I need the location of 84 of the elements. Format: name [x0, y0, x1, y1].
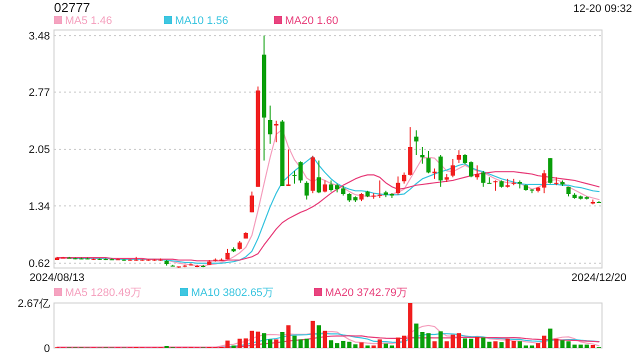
candlestick [268, 105, 272, 144]
candlestick [396, 176, 400, 196]
legend-label: MA10 3802.65万 [191, 287, 274, 299]
y-tick-label: 3.48 [28, 30, 50, 42]
candlestick [298, 160, 303, 184]
bar [524, 345, 528, 348]
bar [493, 341, 498, 348]
candlestick [322, 180, 328, 193]
candlestick [328, 180, 334, 192]
bar [274, 339, 278, 348]
bar [554, 338, 558, 348]
line-series [56, 335, 600, 348]
bar [548, 328, 552, 348]
bar [256, 332, 260, 348]
bar [456, 333, 462, 348]
bar [462, 338, 468, 348]
bar [499, 342, 504, 348]
bar [316, 325, 321, 348]
candlestick [438, 154, 443, 188]
candlestick [250, 191, 254, 213]
candlestick [542, 170, 546, 194]
x-tick-label: 2024/08/13 [30, 272, 85, 284]
y-tick-label: 1.34 [28, 200, 50, 213]
bar [310, 320, 315, 348]
bar [590, 344, 595, 348]
y-tick-label: 2.77 [28, 86, 50, 99]
candlestick [304, 180, 309, 200]
bar [304, 338, 309, 348]
candlestick [493, 180, 498, 192]
candlestick [420, 146, 425, 164]
candlestick [450, 158, 455, 178]
bar [298, 339, 303, 348]
y-tick-label: 2.05 [28, 144, 50, 156]
candlestick [292, 170, 297, 184]
candlestick [462, 154, 468, 166]
bar [268, 339, 272, 348]
bar [384, 344, 388, 348]
bar [280, 332, 284, 348]
bar [468, 338, 474, 348]
candlestick [468, 160, 474, 178]
candlestick [481, 170, 486, 188]
bar [322, 330, 328, 348]
legend-label: MA10 1.56 [175, 15, 228, 27]
bar [560, 340, 565, 348]
y-tick-label: 0.62 [28, 258, 50, 270]
y-tick-label: 0 [44, 342, 50, 355]
bar [572, 344, 577, 348]
candlestick [426, 150, 431, 174]
bar [286, 325, 291, 348]
candlestick [475, 164, 480, 180]
legend-label: MA5 1.46 [65, 15, 112, 27]
bar [566, 341, 571, 348]
bar [250, 330, 254, 348]
bar [542, 336, 546, 348]
candlestick [274, 120, 278, 143]
candlestick [432, 168, 437, 180]
bar [536, 343, 540, 348]
bar [402, 336, 406, 348]
legend-label: MA20 3742.79万 [325, 287, 408, 299]
bar [475, 336, 480, 348]
chart-title: 02777 [54, 0, 90, 15]
candlestick [316, 160, 321, 194]
candlestick [414, 130, 418, 156]
bar [396, 338, 400, 348]
bar [262, 333, 266, 348]
text: 12-20 09:32 [573, 3, 632, 15]
bar [225, 340, 230, 348]
bar [530, 345, 534, 348]
bar [432, 341, 437, 348]
y-tick-label: 2.67亿 [18, 298, 50, 310]
bar [390, 345, 394, 348]
line-series [56, 171, 600, 262]
bar [328, 340, 334, 348]
bar [438, 331, 443, 348]
legend-label: MA5 1280.49万 [65, 287, 142, 299]
bar [518, 341, 522, 348]
bar [231, 345, 236, 348]
x-tick-label: 2024/12/20 [571, 272, 626, 284]
bar [426, 333, 431, 348]
bar [408, 303, 412, 348]
bar [365, 345, 370, 348]
bar [292, 336, 297, 348]
legend-label: MA20 1.60 [285, 15, 338, 27]
bar [359, 342, 364, 348]
